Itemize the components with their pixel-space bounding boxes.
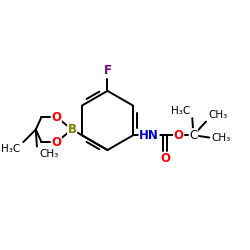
Text: O: O <box>160 152 170 165</box>
Text: CH₃: CH₃ <box>212 132 231 142</box>
Text: C: C <box>189 129 198 142</box>
Text: O: O <box>51 136 61 148</box>
Text: CH₃: CH₃ <box>39 149 58 159</box>
Text: CH₃: CH₃ <box>208 110 228 120</box>
Text: H₃C: H₃C <box>171 106 190 116</box>
Text: B: B <box>68 123 77 136</box>
Text: HN: HN <box>139 129 159 142</box>
Text: O: O <box>174 129 184 142</box>
Text: O: O <box>51 110 61 124</box>
Text: F: F <box>104 64 112 77</box>
Text: H₃C: H₃C <box>0 144 20 154</box>
